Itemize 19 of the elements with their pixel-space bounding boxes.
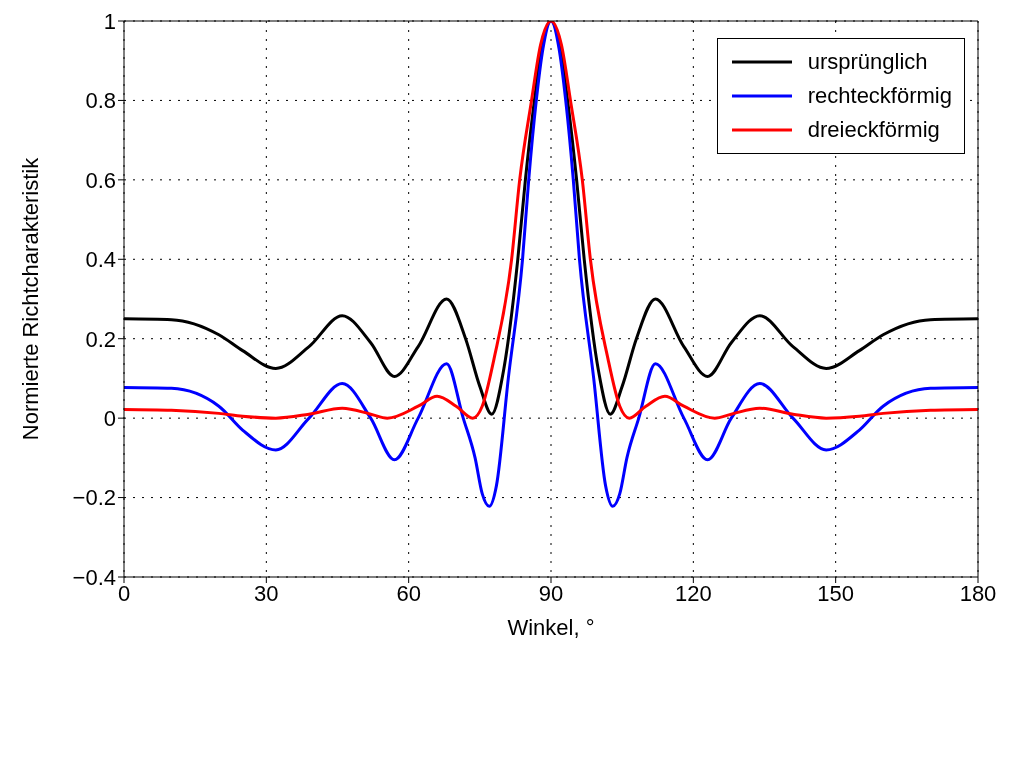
x-tick-label: 90 xyxy=(538,580,564,606)
x-tick-label: 120 xyxy=(674,580,712,606)
legend-label: dreieckförmig xyxy=(807,117,940,143)
y-tick-label: 0.6 xyxy=(85,167,116,193)
y-axis-title: Normierte Richtcharakteristik xyxy=(17,156,43,441)
y-tick-label: 1 xyxy=(103,8,116,34)
legend-label: ursprünglich xyxy=(807,49,928,75)
x-axis-title: Winkel, ° xyxy=(507,615,595,640)
y-tick-label: −0.4 xyxy=(72,564,116,590)
y-tick-label: 0.8 xyxy=(85,88,116,114)
legend-label: rechteckförmig xyxy=(807,83,952,109)
y-tick-label: 0.4 xyxy=(85,247,116,273)
x-tick-label: 30 xyxy=(254,580,279,606)
x-tick-label: 150 xyxy=(817,580,855,606)
x-tick-label: 60 xyxy=(396,580,421,606)
y-tick-label: −0.2 xyxy=(72,485,116,511)
x-tick-label: 180 xyxy=(959,580,997,606)
y-tick-label: 0 xyxy=(103,405,116,431)
y-tick-label: 0.2 xyxy=(85,326,116,352)
